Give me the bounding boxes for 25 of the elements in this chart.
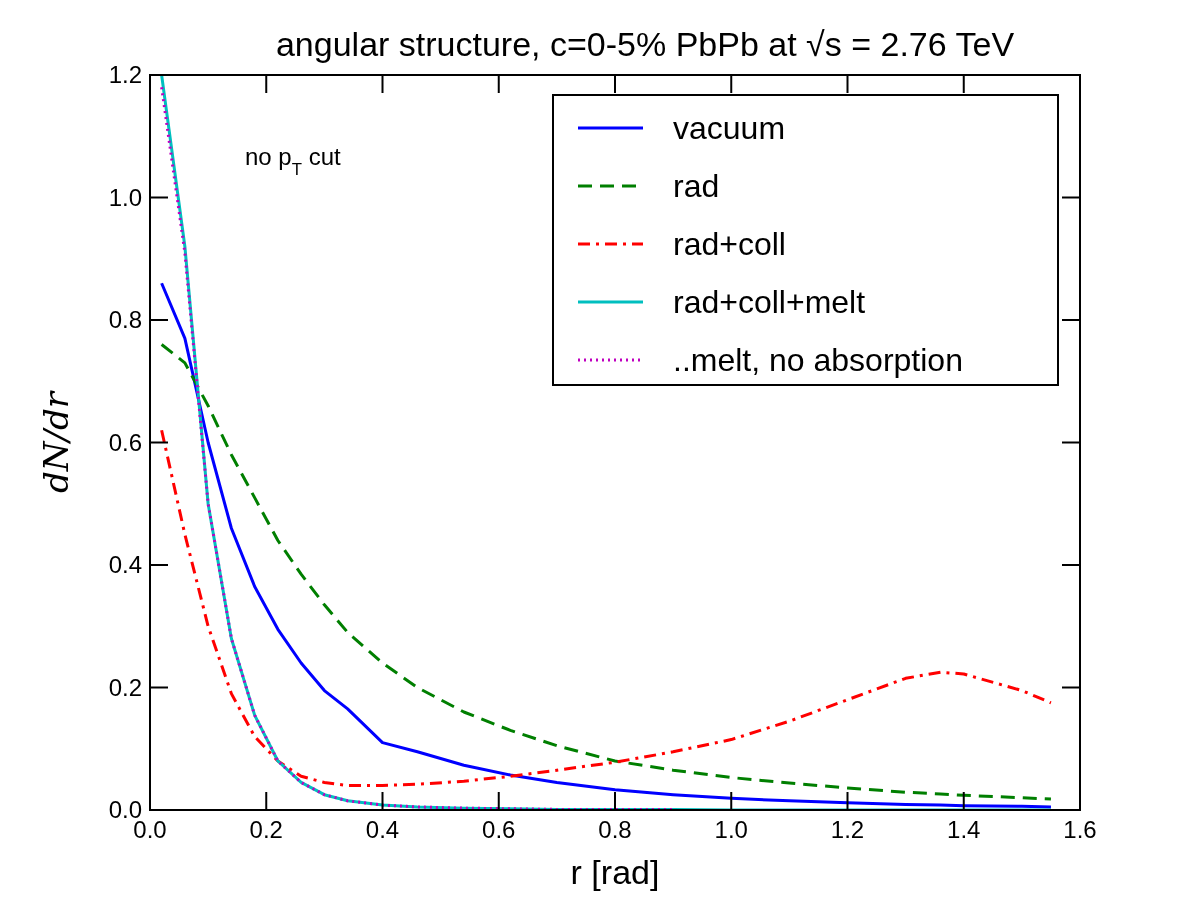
y-tick-label: 1.0 [108, 183, 142, 211]
x-tick-label: 0.6 [482, 816, 516, 843]
x-tick-label: 0.8 [598, 816, 632, 843]
legend-label: rad+coll+melt [673, 284, 866, 321]
y-axis-title: dN/dr [36, 390, 76, 493]
x-tick-label: 0.4 [365, 816, 400, 843]
x-tick-label: 1.6 [1063, 816, 1097, 843]
line-series [160, 85, 675, 810]
y-tick-label: 0.2 [108, 673, 142, 701]
x-tick-label: 1.2 [830, 816, 865, 843]
x-tick-label: 1.4 [947, 816, 981, 843]
legend-label: rad+coll [673, 226, 786, 263]
legend-label: rad [673, 168, 720, 205]
y-tick-label: 0.6 [108, 428, 142, 456]
y-tick-label: 0.4 [108, 551, 142, 579]
chart-title: angular structure, c=0-5% PbPb at √s = 2.76 TeV [275, 25, 1015, 63]
x-tick-label: 1.0 [714, 816, 748, 843]
legend-label: vacuum [673, 110, 786, 147]
x-tick-label: 0.2 [249, 816, 283, 843]
line-series [160, 428, 1053, 787]
x-axis-title: r [rad] [570, 853, 660, 891]
annotation: no p$_{T}$ cut [245, 143, 341, 179]
y-tick-label: 1.2 [108, 61, 142, 89]
y-tick-label: 0.8 [108, 306, 142, 334]
legend-label: ..melt, no absorption [673, 342, 963, 379]
